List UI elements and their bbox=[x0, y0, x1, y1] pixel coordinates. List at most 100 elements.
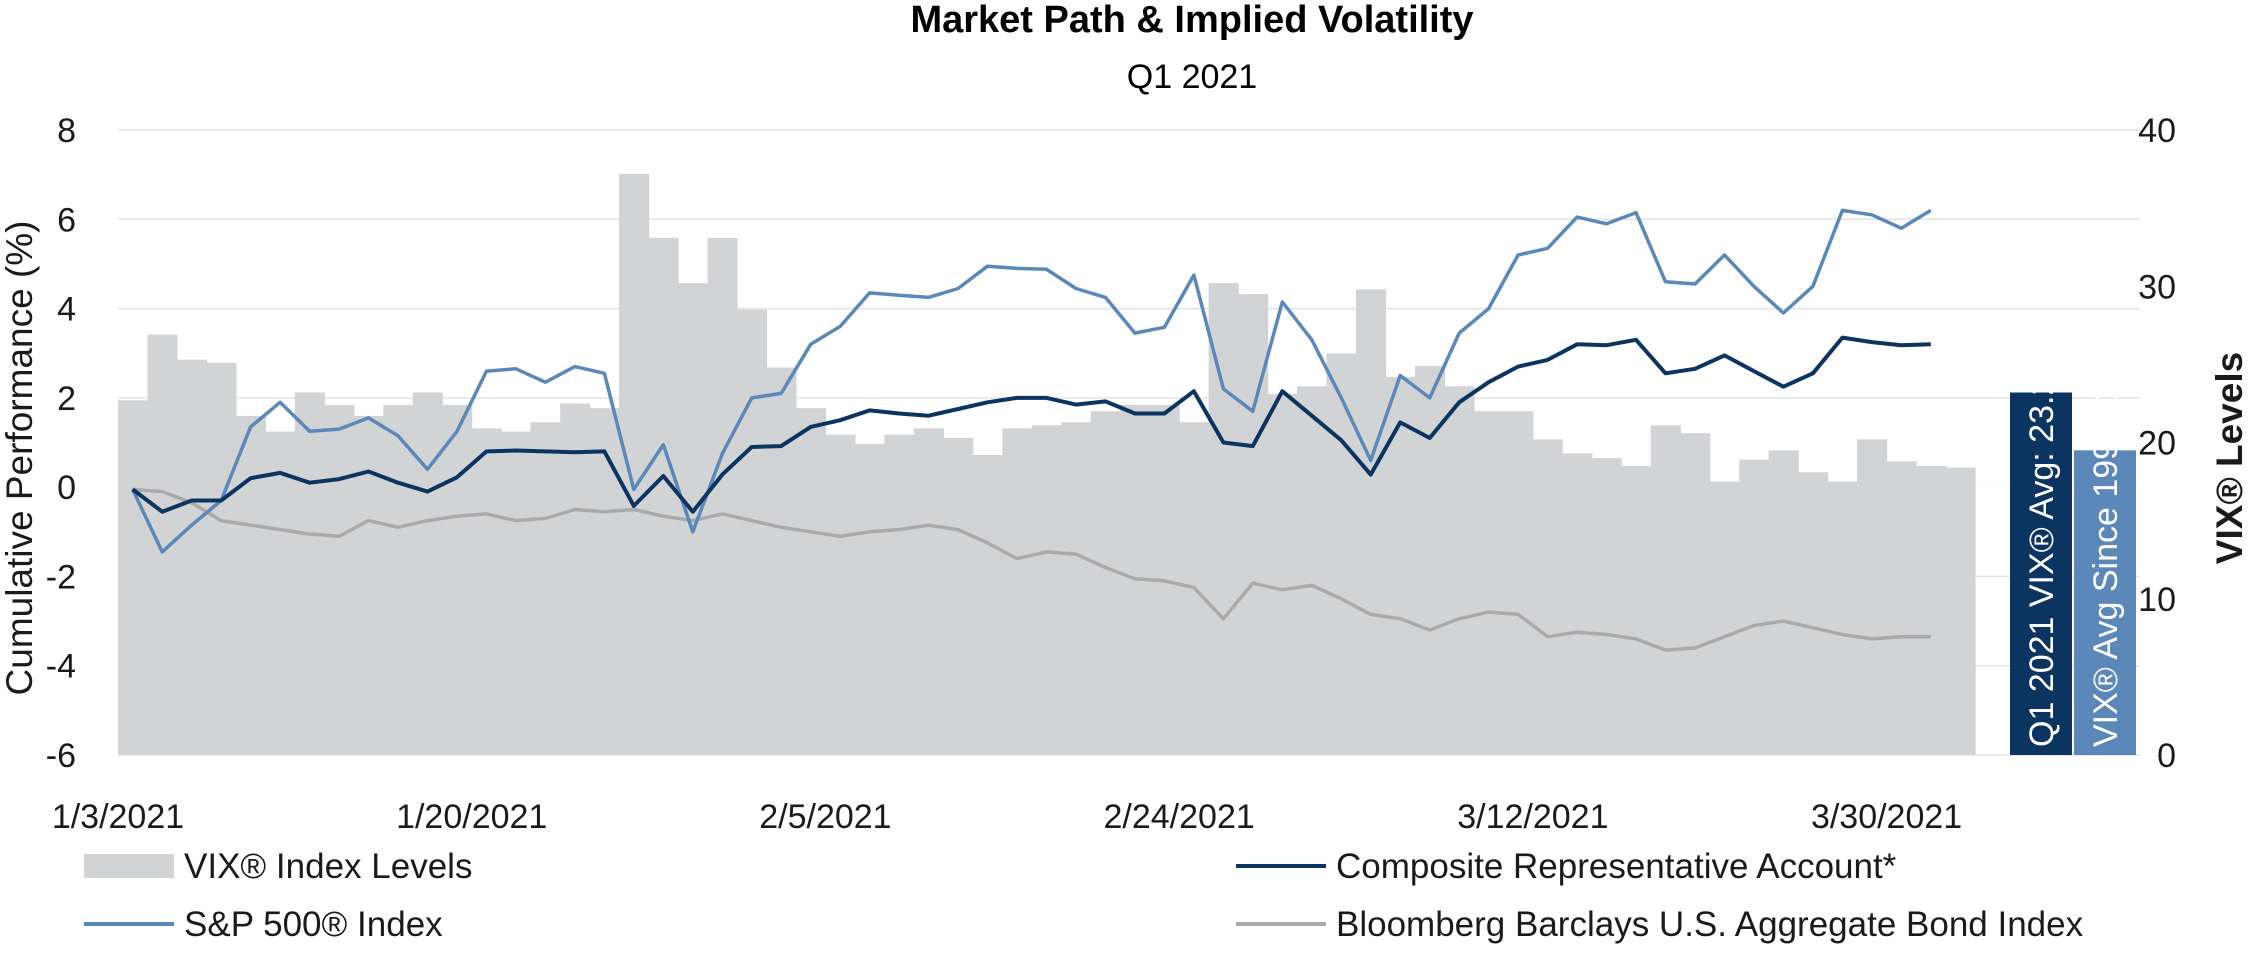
sp500-line bbox=[131, 208, 1932, 554]
vix-bar bbox=[1680, 433, 1711, 755]
vix-bar bbox=[412, 392, 443, 755]
vix-bar bbox=[1621, 465, 1652, 755]
y-tick-right: 20 bbox=[2138, 425, 2176, 463]
vix-bar bbox=[1326, 353, 1357, 755]
legend-vix-label: VIX® Index Levels bbox=[184, 847, 472, 886]
vix-bar bbox=[471, 428, 502, 755]
x-tick: 3/30/2021 bbox=[1811, 798, 1962, 836]
vix-bar bbox=[206, 362, 237, 755]
vix-bar bbox=[1709, 481, 1740, 755]
vix-avg-since-1990-bar-label: VIX® Avg Since 1990: 19.50 bbox=[2087, 318, 2125, 747]
vix-bar bbox=[737, 309, 768, 755]
composite-line bbox=[131, 335, 1931, 514]
vix-bars bbox=[118, 173, 1976, 755]
x-tick: 1/3/2021 bbox=[52, 798, 184, 836]
series-lines bbox=[131, 208, 1932, 652]
vix-bar bbox=[943, 437, 974, 755]
chart-subtitle: Q1 2021 bbox=[1127, 58, 1257, 96]
y-tick-left: 2 bbox=[57, 380, 76, 418]
legend-composite-label: Composite Representative Account* bbox=[1336, 847, 1897, 886]
vix-bar bbox=[324, 405, 355, 755]
vix-bar bbox=[854, 444, 885, 755]
vix-bar bbox=[1827, 481, 1858, 755]
vix-avg-since-1990-bar bbox=[2074, 450, 2136, 755]
y-tick-left: -2 bbox=[46, 558, 76, 596]
vix-bar bbox=[1945, 467, 1976, 755]
x-tick: 2/24/2021 bbox=[1104, 798, 1255, 836]
vix-bar bbox=[235, 415, 266, 755]
y-tick-left: 6 bbox=[57, 201, 76, 239]
vix-bar bbox=[1768, 450, 1799, 755]
x-tick: 2/5/2021 bbox=[759, 798, 891, 836]
vix-bar bbox=[884, 434, 915, 755]
vix-bar bbox=[1886, 461, 1917, 755]
y-axis-right: 40 30 20 10 0 bbox=[2138, 112, 2176, 775]
y-tick-left: 0 bbox=[57, 469, 76, 507]
legend-vix-swatch bbox=[84, 854, 174, 878]
vix-bar bbox=[825, 434, 856, 755]
vix-bar bbox=[1503, 411, 1534, 755]
y-axis-left: 8 6 4 2 0 -2 -4 -6 bbox=[46, 112, 76, 775]
vix-bar bbox=[707, 237, 738, 755]
vix-bar bbox=[1061, 422, 1092, 755]
vix-bar bbox=[383, 405, 414, 755]
vix-bar bbox=[1591, 458, 1622, 755]
legend-sp500-label: S&P 500® Index bbox=[184, 905, 443, 944]
q1-vix-avg-bar bbox=[2010, 392, 2072, 755]
vix-bar bbox=[1562, 453, 1593, 755]
vix-bar bbox=[501, 431, 532, 755]
vix-bar bbox=[176, 359, 208, 755]
x-tick: 3/12/2021 bbox=[1457, 798, 1608, 836]
vix-bar bbox=[1385, 376, 1416, 755]
y-tick-left: -4 bbox=[46, 648, 76, 686]
vix-bar bbox=[1267, 394, 1298, 755]
y-tick-right: 0 bbox=[2157, 737, 2176, 775]
vix-bar bbox=[766, 367, 797, 755]
y-tick-right: 30 bbox=[2138, 268, 2176, 306]
vix-bar bbox=[1650, 425, 1681, 755]
reference-bars: Q1 2021 VIX® Avg: 23.20 VIX® Avg Since 19… bbox=[2010, 318, 2136, 755]
y-axis-left-label: Cumulative Performance (%) bbox=[0, 221, 40, 696]
vix-bar bbox=[972, 455, 1003, 755]
vix-bar bbox=[1238, 294, 1269, 755]
chart-title: Market Path & Implied Volatility bbox=[910, 0, 1473, 41]
vix-bar bbox=[118, 400, 149, 755]
y-tick-left: 8 bbox=[57, 112, 76, 150]
vix-bar bbox=[1798, 472, 1829, 755]
q1-vix-avg-bar-label: Q1 2021 VIX® Avg: 23.20 bbox=[2023, 358, 2061, 747]
vix-bar bbox=[1857, 439, 1888, 755]
vix-bar bbox=[795, 408, 827, 755]
vix-bar bbox=[1090, 411, 1121, 755]
legend-bond-index-label: Bloomberg Barclays U.S. Aggregate Bond I… bbox=[1336, 905, 2084, 944]
vix-bar bbox=[147, 334, 178, 755]
bond-index-line bbox=[132, 487, 1931, 652]
vix-bar bbox=[1002, 428, 1033, 755]
vix-bar bbox=[265, 431, 296, 755]
x-tick: 1/20/2021 bbox=[396, 798, 547, 836]
vix-bar bbox=[1208, 283, 1239, 755]
y-tick-left: 4 bbox=[57, 291, 76, 329]
vix-bar bbox=[1444, 386, 1475, 755]
vix-bar bbox=[353, 415, 384, 755]
vix-bar bbox=[442, 405, 473, 755]
vix-bar bbox=[1356, 289, 1387, 755]
vix-bar bbox=[913, 428, 944, 755]
y-tick-left: -6 bbox=[46, 737, 76, 775]
vix-bar bbox=[589, 408, 620, 755]
x-axis: 1/3/2021 1/20/2021 2/5/2021 2/24/2021 3/12/2… bbox=[52, 798, 1962, 836]
vix-bar bbox=[1532, 439, 1563, 755]
vix-bar bbox=[1031, 425, 1062, 755]
legend: VIX® Index Levels Composite Representativ… bbox=[84, 847, 2084, 944]
vix-bar bbox=[1739, 459, 1770, 755]
vix-bar bbox=[1473, 411, 1504, 755]
vix-bar bbox=[530, 422, 561, 755]
y-axis-right-label: VIX® Levels bbox=[2209, 352, 2250, 564]
vix-bar bbox=[560, 403, 591, 755]
vix-bar bbox=[1916, 465, 1947, 755]
vix-bar bbox=[648, 237, 679, 755]
y-tick-right: 40 bbox=[2138, 112, 2176, 150]
vix-bar bbox=[1297, 386, 1328, 755]
y-tick-right: 10 bbox=[2138, 581, 2176, 619]
vix-bar bbox=[294, 392, 325, 755]
